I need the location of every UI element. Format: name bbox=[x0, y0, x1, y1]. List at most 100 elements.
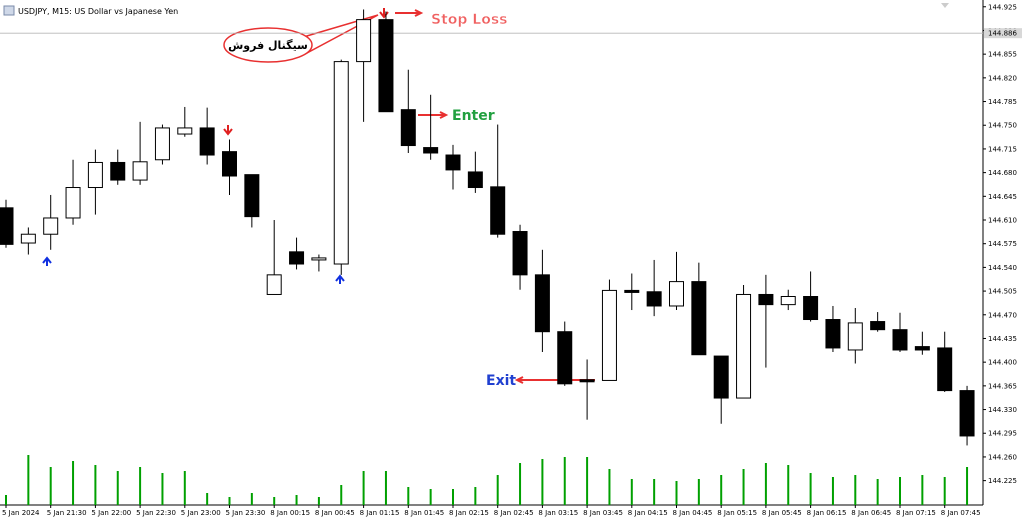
x-tick-label: 8 Jan 05:15 bbox=[717, 509, 757, 517]
y-tick-label: 144.505 bbox=[988, 288, 1017, 296]
candle-body bbox=[65, 187, 81, 219]
y-tick-label: 144.435 bbox=[988, 335, 1017, 343]
y-tick-label: 144.820 bbox=[988, 74, 1017, 82]
candle-body bbox=[423, 147, 439, 154]
x-tick-label: 8 Jan 07:15 bbox=[896, 509, 936, 517]
candle-body bbox=[624, 289, 640, 293]
annotation-arrow bbox=[395, 9, 424, 17]
buy-arrow bbox=[42, 256, 52, 266]
candle-body bbox=[333, 61, 349, 265]
x-tick-label: 5 Jan 2024 bbox=[2, 509, 40, 517]
candle-body bbox=[289, 251, 305, 265]
y-tick-label: 144.225 bbox=[988, 477, 1017, 485]
x-tick-label: 8 Jan 02:45 bbox=[494, 509, 534, 517]
y-tick-label: 144.330 bbox=[988, 406, 1017, 414]
x-tick-label: 8 Jan 03:15 bbox=[538, 509, 578, 517]
y-tick-label: 144.400 bbox=[988, 359, 1017, 367]
candle-body bbox=[825, 319, 841, 349]
x-tick-label: 8 Jan 06:15 bbox=[807, 509, 847, 517]
candle-body bbox=[601, 289, 617, 381]
candle-body bbox=[870, 321, 886, 331]
enter-label: Enter bbox=[452, 108, 495, 124]
candle-body bbox=[132, 161, 148, 181]
x-tick-label: 8 Jan 00:15 bbox=[270, 509, 310, 517]
candle-body bbox=[892, 329, 908, 351]
chart-icon bbox=[3, 5, 15, 16]
x-tick-label: 8 Jan 00:45 bbox=[315, 509, 355, 517]
candle-body bbox=[758, 293, 774, 306]
candle-body bbox=[445, 154, 461, 171]
y-tick-label: 144.645 bbox=[988, 193, 1017, 201]
y-tick-label: 144.540 bbox=[988, 264, 1017, 272]
candle-body bbox=[713, 355, 729, 399]
signal-label: سیگنال فروش bbox=[228, 39, 308, 52]
candle-body bbox=[222, 151, 237, 177]
candle-body bbox=[512, 231, 528, 276]
stop-loss-label: Stop Loss bbox=[431, 12, 508, 28]
candle-body bbox=[847, 322, 863, 351]
candle-body bbox=[736, 293, 752, 399]
y-tick-label: 144.785 bbox=[988, 98, 1017, 106]
candle-body bbox=[557, 331, 573, 385]
sell-arrow bbox=[379, 8, 389, 19]
candle-body bbox=[959, 390, 975, 437]
candle-body bbox=[266, 274, 282, 295]
candle-body bbox=[646, 291, 662, 307]
y-tick-label: 144.680 bbox=[988, 169, 1017, 177]
y-tick-label: 144.470 bbox=[988, 311, 1017, 319]
x-tick-label: 8 Jan 04:45 bbox=[673, 509, 713, 517]
y-tick-label: 144.855 bbox=[988, 51, 1017, 59]
candle-body bbox=[43, 217, 59, 235]
x-tick-label: 5 Jan 23:00 bbox=[181, 509, 221, 517]
speech-bubble bbox=[223, 27, 313, 63]
candle-body bbox=[780, 296, 796, 306]
x-tick-label: 8 Jan 06:45 bbox=[851, 509, 891, 517]
x-tick-label: 8 Jan 07:45 bbox=[941, 509, 981, 517]
y-tick-label: 144.750 bbox=[988, 122, 1017, 130]
candle-body bbox=[154, 127, 170, 161]
x-tick-label: 8 Jan 04:15 bbox=[628, 509, 668, 517]
y-tick-label: 144.295 bbox=[988, 430, 1017, 438]
y-tick-label: 144.260 bbox=[988, 453, 1017, 461]
candle-body bbox=[244, 174, 260, 218]
x-tick-label: 5 Jan 22:30 bbox=[136, 509, 176, 517]
candle-body bbox=[534, 274, 550, 333]
candle-body bbox=[803, 296, 819, 321]
candle-body bbox=[467, 171, 483, 189]
candle-body bbox=[490, 186, 506, 235]
candle-body bbox=[669, 281, 684, 307]
current-price-label: 144.886 bbox=[988, 30, 1017, 38]
exit-label: Exit bbox=[486, 373, 516, 389]
current-price-box bbox=[984, 28, 1022, 39]
candle-body bbox=[20, 233, 36, 244]
candle-body bbox=[400, 109, 416, 147]
x-tick-label: 8 Jan 01:15 bbox=[360, 509, 400, 517]
candle-body bbox=[937, 347, 953, 392]
x-tick-label: 8 Jan 03:45 bbox=[583, 509, 623, 517]
x-tick-label: 5 Jan 23:30 bbox=[226, 509, 266, 517]
candle-body bbox=[199, 127, 215, 156]
candle-body bbox=[87, 161, 103, 189]
candle-body bbox=[0, 207, 14, 245]
scroll-marker bbox=[941, 3, 949, 8]
candle-body bbox=[177, 127, 193, 135]
y-tick-label: 144.715 bbox=[988, 145, 1017, 153]
x-tick-label: 5 Jan 22:00 bbox=[91, 509, 131, 517]
candle-body bbox=[579, 379, 595, 383]
x-tick-label: 8 Jan 05:45 bbox=[762, 509, 802, 517]
chart-title: USDJPY, M15: US Dollar vs Japanese Yen bbox=[18, 7, 178, 16]
candle-body bbox=[311, 257, 327, 261]
y-tick-label: 144.575 bbox=[988, 240, 1017, 248]
annotation-arrow bbox=[418, 111, 449, 119]
y-tick-label: 144.610 bbox=[988, 217, 1017, 225]
y-tick-label: 144.925 bbox=[988, 3, 1017, 11]
x-tick-label: 8 Jan 01:45 bbox=[404, 509, 444, 517]
y-tick-label: 144.365 bbox=[988, 382, 1017, 390]
candle-body bbox=[110, 161, 126, 181]
sell-arrow bbox=[223, 125, 233, 136]
candle-body bbox=[356, 19, 372, 63]
x-tick-label: 8 Jan 02:15 bbox=[449, 509, 489, 517]
